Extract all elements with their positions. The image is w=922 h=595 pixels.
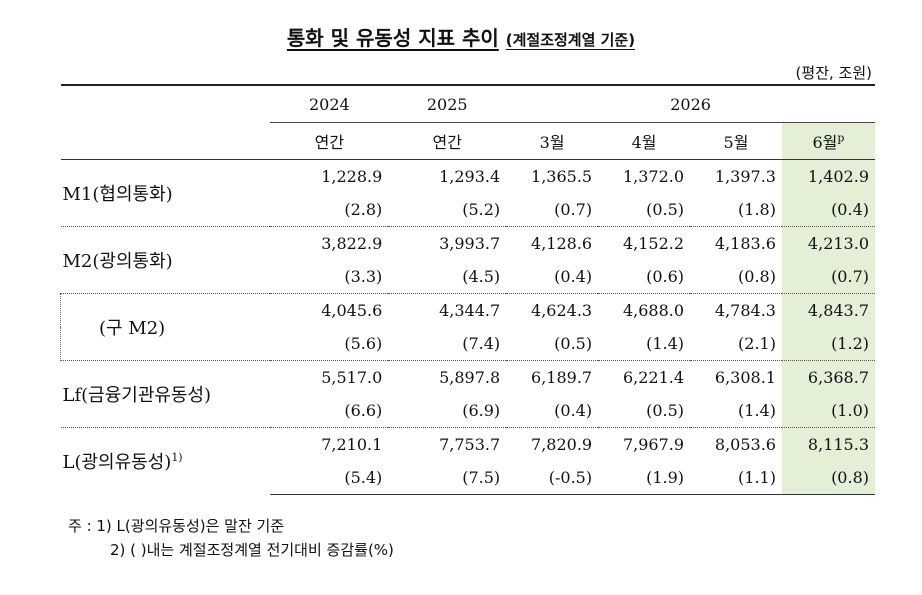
- cell: 4,688.0: [598, 293, 691, 327]
- row-label-old-m2: (구 M2): [60, 293, 271, 361]
- cell: 5,517.0: [270, 360, 389, 394]
- row-label-lf: Lf(금융기관유동성): [60, 360, 271, 428]
- row-label-m1: M1(협의통화): [60, 159, 271, 227]
- cell: (0.5): [646, 200, 685, 219]
- cell: (7.5): [388, 461, 507, 495]
- cell: (1.0): [781, 394, 875, 428]
- cell: 1,293.4: [388, 159, 507, 193]
- cell: 4,843.7: [781, 293, 875, 327]
- cell: (1.4): [646, 334, 685, 353]
- cell: (0.4): [554, 267, 593, 286]
- footnote-2: 2) ( )내는 계절조정계열 전기대비 증감률(%): [110, 541, 394, 559]
- cell: (0.4): [554, 401, 593, 420]
- cell: (1.1): [690, 461, 782, 495]
- cell: 5,897.8: [388, 360, 507, 394]
- period-col-3: 3월: [506, 122, 599, 160]
- table-row-oldm2-values: (구 M2) 4,045.6 4,344.7 4,624.3 4,688.0 4…: [60, 293, 875, 361]
- cell: (-0.5): [506, 461, 599, 495]
- period-col-6: 6월p: [781, 122, 875, 160]
- table-row-m2-changes: (3.3) (4.5) (0.4) (0.6) (0.8) (0.7): [61, 260, 875, 294]
- title-sub: (계절조정계열 기준): [505, 31, 636, 49]
- cell: 4,344.7: [388, 293, 507, 327]
- cell: (1.2): [781, 327, 875, 361]
- table-row-m1-values: M1(협의통화) 1,228.9 1,293.4 1,365.5 1,372.0…: [60, 159, 875, 227]
- row-label-l: L(광의유동성)1): [60, 427, 271, 495]
- cell: 4,784.3: [690, 293, 782, 327]
- cell: (5.4): [270, 461, 389, 495]
- cell: (0.5): [646, 401, 685, 420]
- cell: 1,228.9: [270, 159, 389, 193]
- cell: (5.2): [462, 200, 501, 219]
- cell: (0.8): [738, 267, 776, 286]
- cell: 8,053.6: [690, 427, 782, 461]
- cell: 1,402.9: [781, 159, 875, 193]
- cell: 7,820.9: [506, 427, 599, 461]
- cell: 8,115.3: [781, 427, 875, 461]
- year-2026: 2026: [506, 84, 875, 123]
- cell: (0.6): [646, 267, 685, 286]
- cell: (0.5): [554, 334, 593, 353]
- cell: 4,624.3: [506, 293, 599, 327]
- cell: 3,822.9: [270, 226, 389, 260]
- cell: (7.4): [462, 334, 501, 353]
- period-col-1: 연간: [270, 122, 389, 160]
- cell: 7,967.9: [598, 427, 691, 461]
- cell: 6,308.1: [690, 360, 782, 394]
- cell: (0.7): [554, 200, 593, 219]
- cell: (3.3): [344, 267, 383, 286]
- cell: (1.9): [598, 461, 691, 495]
- row-label-m2: M2(광의통화): [60, 226, 271, 294]
- cell: (0.7): [781, 260, 875, 294]
- cell: (0.8): [781, 461, 875, 495]
- table-row-l-changes: (5.4) (7.5) (-0.5) (1.9) (1.1) (0.8): [61, 461, 875, 495]
- table-row-lf-values: Lf(금융기관유동성) 5,517.0 5,897.8 6,189.7 6,22…: [60, 360, 875, 428]
- cell: (2.8): [344, 200, 383, 219]
- footnote-1: 주 : 1) L(광의유동성)은 말잔 기준: [68, 517, 285, 535]
- liquidity-table: 2024 2025 2026 연간 연간 3월 4월 5월 6월p M1(협의통…: [60, 84, 875, 495]
- table-row-lf-changes: (6.6) (6.9) (0.4) (0.5) (1.4) (1.0): [61, 394, 875, 428]
- footnotes: 주 : 1) L(광의유동성)은 말잔 기준 2) ( )내는 계절조정계열 전…: [68, 514, 394, 562]
- table-row-oldm2-changes: (5.6) (7.4) (0.5) (1.4) (2.1) (1.2): [61, 327, 875, 361]
- cell: 1,397.3: [690, 159, 782, 193]
- cell: 4,152.2: [598, 226, 691, 260]
- year-2024: 2024: [270, 84, 389, 123]
- cell: (4.5): [462, 267, 501, 286]
- cell: 6,368.7: [781, 360, 875, 394]
- cell: 1,372.0: [598, 159, 691, 193]
- table-row-l-values: L(광의유동성)1) 7,210.1 7,753.7 7,820.9 7,967…: [60, 427, 875, 495]
- cell: 6,189.7: [506, 360, 599, 394]
- cell: 7,753.7: [388, 427, 507, 461]
- footnote-sup: 1): [171, 451, 183, 465]
- table-title: 통화 및 유동성 지표 추이 (계절조정계열 기준): [0, 22, 922, 51]
- cell: (1.4): [738, 401, 776, 420]
- cell: (5.6): [344, 334, 383, 353]
- table-row-m2-values: M2(광의통화) 3,822.9 3,993.7 4,128.6 4,152.2…: [60, 226, 875, 294]
- year-2025: 2025: [388, 84, 507, 123]
- cell: 4,183.6: [690, 226, 782, 260]
- cell: 7,210.1: [270, 427, 389, 461]
- cell: (6.6): [344, 401, 383, 420]
- cell: 4,128.6: [506, 226, 599, 260]
- cell: (2.1): [738, 334, 776, 353]
- cell: 3,993.7: [388, 226, 507, 260]
- period-col-5: 5월: [690, 122, 782, 160]
- cell: 4,045.6: [270, 293, 389, 327]
- unit-label: (평잔, 조원): [795, 64, 872, 82]
- cell: 1,365.5: [506, 159, 599, 193]
- cell: 6,221.4: [598, 360, 691, 394]
- header-years-row: 2024 2025 2026: [60, 84, 875, 123]
- period-col-2: 연간: [388, 122, 507, 160]
- table-row-m1-changes: (2.8) (5.2) (0.7) (0.5) (1.8) (0.4): [61, 193, 875, 227]
- title-main: 통화 및 유동성 지표 추이: [286, 26, 499, 50]
- header-periods-row: 연간 연간 3월 4월 5월 6월p: [61, 122, 875, 160]
- period-col-4: 4월: [598, 122, 691, 160]
- cell: (0.4): [781, 193, 875, 227]
- cell: (1.8): [738, 200, 776, 219]
- cell: (6.9): [462, 401, 501, 420]
- cell: 4,213.0: [781, 226, 875, 260]
- preliminary-sup: p: [837, 131, 845, 145]
